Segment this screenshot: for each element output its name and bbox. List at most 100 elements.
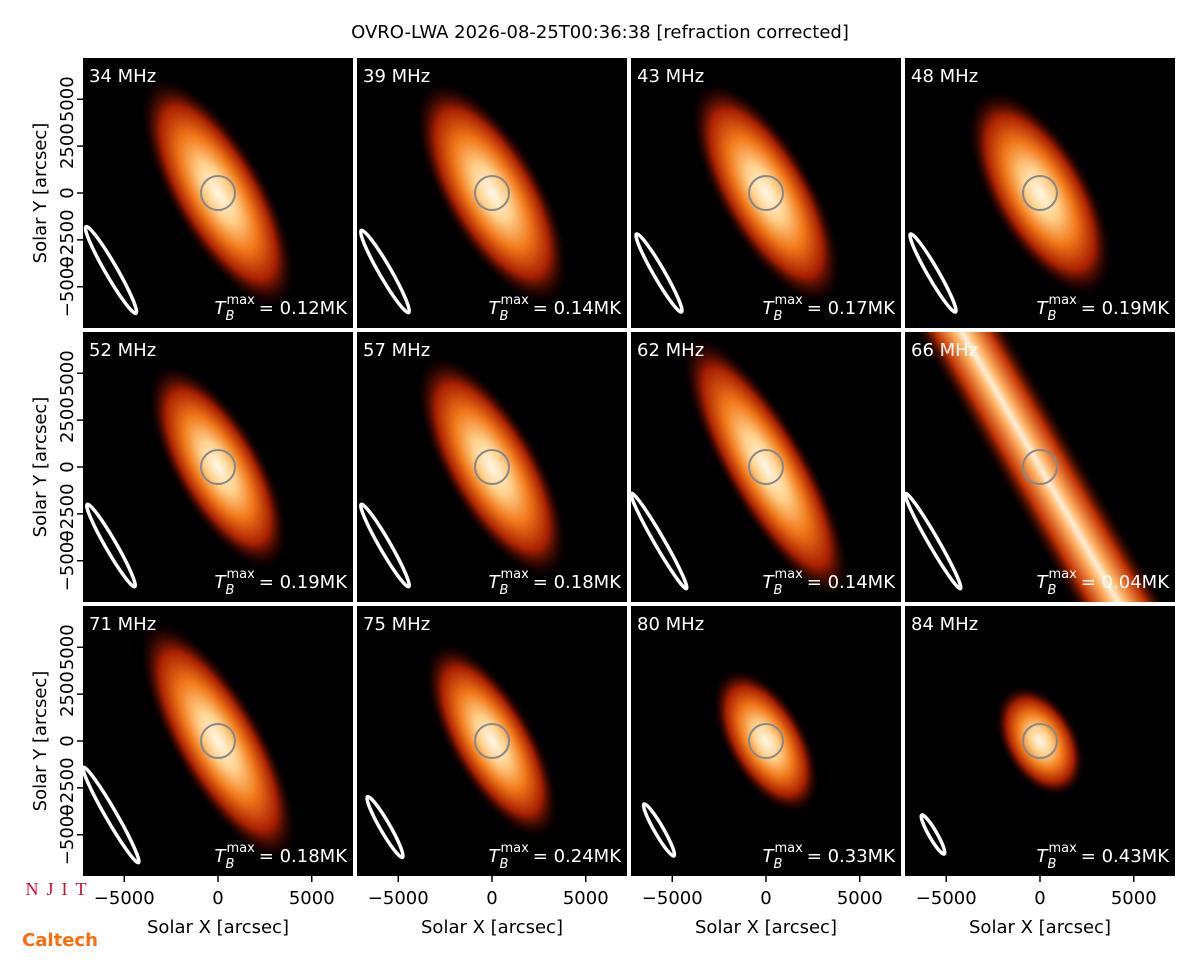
tb-base: T: [215, 846, 228, 867]
tb-value: = 0.17MK: [807, 298, 896, 319]
tb-sub: B: [226, 309, 235, 324]
tb-sup: max: [226, 567, 255, 582]
panel: [83, 58, 353, 328]
tb-sub: B: [500, 857, 509, 872]
panel-label: 71 MHz: [89, 614, 156, 635]
y-tick-label: −5000: [57, 530, 78, 591]
solar-disk: [474, 175, 510, 211]
tb-base: T: [1037, 298, 1050, 319]
y-tick-label: 0: [57, 735, 78, 746]
panel-label: 34 MHz: [89, 66, 156, 87]
y-tick-label: 0: [57, 187, 78, 198]
y-tick-label: 2500: [57, 123, 78, 169]
beam: [358, 228, 412, 315]
y-tick-label: −2500: [57, 483, 78, 544]
tbmax-label: TBmax = 0.33MK: [763, 841, 897, 872]
tbmax-label: TBmax = 0.43MK: [1037, 841, 1171, 872]
panel-label: 75 MHz: [363, 614, 430, 635]
panel-label: 80 MHz: [637, 614, 704, 635]
tb-sub: B: [226, 583, 235, 598]
beam: [85, 502, 137, 589]
emission: [682, 335, 850, 599]
tbmax-label: TBmax = 0.14MK: [763, 567, 897, 598]
emission: [415, 81, 569, 305]
emission: [713, 668, 819, 814]
x-tick-label: −5000: [916, 888, 977, 909]
solar-disk: [748, 449, 784, 485]
y-tick-label: 5000: [57, 350, 78, 396]
tb-sup: max: [226, 841, 255, 856]
panel-label: 57 MHz: [363, 340, 430, 361]
tb-value: = 0.14MK: [807, 572, 896, 593]
tb-sup: max: [500, 293, 529, 308]
emission-band: [905, 332, 1175, 602]
panel: [83, 332, 353, 602]
panel-label: 48 MHz: [911, 66, 978, 87]
panel: [83, 606, 353, 876]
tb-sup: max: [774, 567, 803, 582]
panel: [905, 58, 1175, 328]
tb-value: = 0.12MK: [259, 298, 348, 319]
solar-disk: [748, 723, 784, 759]
panel: [357, 58, 627, 328]
emission: [140, 621, 296, 861]
x-tick-label: 0: [760, 888, 771, 909]
solar-disk: [200, 723, 236, 759]
tb-value: = 0.18MK: [533, 572, 622, 593]
tb-base: T: [215, 572, 228, 593]
panel: [905, 332, 1175, 602]
panel: [631, 332, 901, 602]
solar-disk: [1022, 175, 1058, 211]
tb-value: = 0.43MK: [1081, 846, 1170, 867]
tb-value: = 0.19MK: [259, 572, 348, 593]
tbmax-label: TBmax = 0.24MK: [489, 841, 623, 872]
x-axis-label: Solar X [arcsec]: [969, 917, 1111, 938]
solar-disk: [200, 175, 236, 211]
emission: [425, 643, 559, 839]
solar-disk: [474, 723, 510, 759]
tbmax-label: TBmax = 0.12MK: [215, 293, 349, 324]
y-tick-label: −5000: [57, 804, 78, 865]
tb-value: = 0.18MK: [259, 846, 348, 867]
beam: [83, 224, 139, 316]
tb-value: = 0.24MK: [533, 846, 622, 867]
tb-base: T: [763, 846, 776, 867]
y-axis-label: Solar Y [arcsec]: [30, 671, 51, 812]
panel-label: 39 MHz: [363, 66, 430, 87]
y-tick-label: 5000: [57, 76, 78, 122]
y-tick-label: 0: [57, 461, 78, 472]
tbmax-label: TBmax = 0.19MK: [215, 567, 349, 598]
emission: [995, 685, 1085, 797]
tb-sup: max: [500, 841, 529, 856]
tb-value: = 0.33MK: [807, 846, 896, 867]
tbmax-label: TBmax = 0.04MK: [1037, 567, 1171, 598]
x-axis-label: Solar X [arcsec]: [695, 917, 837, 938]
x-tick-label: 5000: [289, 888, 335, 909]
panel-label: 52 MHz: [89, 340, 156, 361]
tb-value: = 0.14MK: [533, 298, 622, 319]
x-tick-label: 0: [1034, 888, 1045, 909]
emission: [691, 82, 841, 304]
tbmax-label: TBmax = 0.19MK: [1037, 293, 1171, 324]
panel: [905, 606, 1175, 876]
tb-sup: max: [1048, 293, 1077, 308]
tb-sup: max: [500, 567, 529, 582]
beam: [634, 232, 684, 314]
tb-base: T: [489, 298, 502, 319]
beam: [83, 765, 141, 865]
emission: [141, 77, 295, 309]
x-tick-label: 5000: [563, 888, 609, 909]
tb-sup: max: [226, 293, 255, 308]
emission: [148, 364, 288, 570]
beam: [905, 491, 963, 591]
tb-base: T: [1037, 572, 1050, 593]
tb-sup: max: [774, 293, 803, 308]
tb-sub: B: [774, 583, 783, 598]
y-tick-label: −2500: [57, 209, 78, 270]
tb-sub: B: [500, 583, 509, 598]
tb-sub: B: [774, 309, 783, 324]
title: OVRO-LWA 2026-08-25T00:36:38 [refraction…: [351, 22, 849, 43]
x-tick-label: −5000: [94, 888, 155, 909]
solar-disk: [474, 449, 510, 485]
solar-disk: [1022, 723, 1058, 759]
